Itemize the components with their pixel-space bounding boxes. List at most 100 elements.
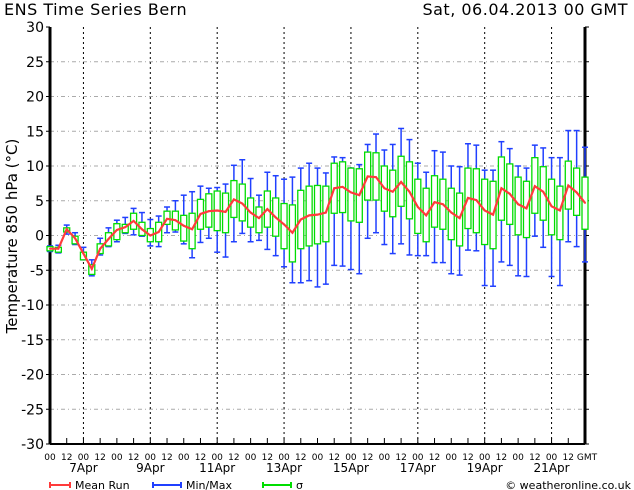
- x-date-label: 9Apr: [136, 461, 164, 475]
- mean-run-point: [316, 213, 319, 216]
- x-hour-label: 00: [78, 453, 90, 463]
- sigma-box: [556, 185, 564, 241]
- mean-run-point: [558, 209, 561, 212]
- x-hour-label: 12: [563, 453, 574, 463]
- mean-run-point: [283, 223, 286, 226]
- x-hour-label: 12: [228, 453, 239, 463]
- mean-run-point: [124, 226, 127, 229]
- legend-sigma-label: σ: [296, 479, 303, 490]
- mean-run-point: [441, 203, 444, 206]
- mean-run-point: [232, 198, 235, 201]
- y-tick-label: -10: [21, 298, 44, 314]
- mean-run-point: [500, 187, 503, 190]
- mean-run-point: [49, 247, 51, 250]
- legend: Mean Run Min/Max σ © weatheronline.co.uk: [49, 479, 632, 490]
- mean-run-point: [433, 201, 436, 204]
- mean-run-point: [466, 196, 469, 199]
- mean-run-point: [525, 207, 528, 210]
- x-hour-label: 12: [61, 453, 72, 463]
- mean-run-point: [391, 190, 394, 193]
- mean-run-point: [550, 205, 553, 208]
- mean-run-point: [57, 247, 60, 250]
- x-date-label: 13Apr: [266, 461, 302, 475]
- x-hour-label: 12: [195, 453, 206, 463]
- y-tick-label: -15: [21, 333, 44, 349]
- x-date-label: 19Apr: [467, 461, 503, 475]
- mean-run-point: [416, 206, 419, 209]
- y-tick-label: 10: [26, 159, 44, 175]
- mean-run-point: [140, 228, 143, 231]
- x-hour-label: 00: [479, 453, 491, 463]
- mean-run-point: [207, 210, 210, 213]
- x-date-label: 7Apr: [69, 461, 97, 475]
- x-hour-label: 12: [362, 453, 373, 463]
- mean-run-point: [99, 247, 102, 250]
- mean-run-point: [191, 228, 194, 231]
- mean-run-point: [308, 214, 311, 217]
- y-tick-label: -25: [21, 402, 44, 418]
- x-date-label: 15Apr: [333, 461, 369, 475]
- mean-run-point: [216, 209, 219, 212]
- x-hour-label: 00: [312, 453, 324, 463]
- x-hour-label: 00: [111, 453, 123, 463]
- x-hour-label: 00: [512, 453, 524, 463]
- y-axis-label: Temperature 850 hPa (°C): [3, 139, 21, 335]
- mean-run-point: [182, 224, 185, 227]
- mean-run-point: [475, 199, 478, 202]
- sigma-box: [347, 167, 355, 222]
- mean-run-point: [291, 231, 294, 234]
- axis-labels: 30 25 20 15 10 5 0 -5 -10 -15 -20 -25 -30 7Apr 9Apr 11A…: [21, 20, 597, 475]
- mean-run-point: [74, 237, 77, 240]
- mean-run-point: [333, 187, 336, 190]
- x-hour-label: 00: [446, 453, 458, 463]
- x-hour-label: 00: [211, 453, 223, 463]
- mean-run-point: [366, 175, 369, 178]
- mean-run-point: [358, 194, 361, 197]
- mean-run-point: [241, 202, 244, 205]
- mean-run-point: [149, 234, 152, 237]
- x-hour-label: 12: [128, 453, 139, 463]
- data-marks: [46, 127, 589, 288]
- mean-run-point: [458, 217, 461, 220]
- mean-run-point: [65, 228, 68, 231]
- sigma-box: [255, 206, 263, 234]
- x-hour-label: 00: [145, 453, 157, 463]
- mean-run-point: [575, 191, 578, 194]
- x-hour-label: 00: [178, 453, 190, 463]
- mean-run-point: [400, 180, 403, 183]
- x-hour-label: 12: [295, 453, 306, 463]
- mean-run-point: [274, 216, 277, 219]
- y-tick-label: 30: [26, 20, 44, 36]
- mean-run-point: [257, 217, 260, 220]
- mean-run-point: [383, 187, 386, 190]
- x-hour-label: 00: [245, 453, 257, 463]
- x-hour-label: 00: [546, 453, 558, 463]
- x-hour-label: 12: [429, 453, 440, 463]
- y-tick-label: 0: [35, 229, 44, 245]
- y-tick-label: -30: [21, 437, 44, 453]
- mean-run-point: [299, 218, 302, 221]
- mean-run-point: [375, 176, 378, 179]
- mean-run-point: [174, 219, 177, 222]
- y-tick-label: 25: [26, 55, 44, 71]
- mean-run-point: [90, 267, 93, 270]
- x-hour-label: 00: [345, 453, 357, 463]
- x-hour-label: 00: [412, 453, 424, 463]
- y-tick-label: -5: [30, 263, 44, 279]
- mean-run-point: [517, 203, 520, 206]
- x-hour-label: 00: [379, 453, 391, 463]
- mean-run-point: [224, 210, 227, 213]
- x-hour-label: 12: [94, 453, 105, 463]
- mean-run-point: [349, 191, 352, 194]
- x-date-label: 21Apr: [534, 461, 570, 475]
- gridlines: [50, 61, 585, 410]
- y-tick-label: 15: [26, 124, 44, 140]
- x-hour-label: 00: [278, 453, 290, 463]
- mean-run-point: [249, 211, 252, 214]
- x-hour-label: 12: [496, 453, 507, 463]
- mean-run-point: [450, 211, 453, 214]
- mean-run-point: [166, 217, 169, 220]
- legend-minmax-label: Min/Max: [186, 479, 232, 490]
- x-date-label: 11Apr: [199, 461, 235, 475]
